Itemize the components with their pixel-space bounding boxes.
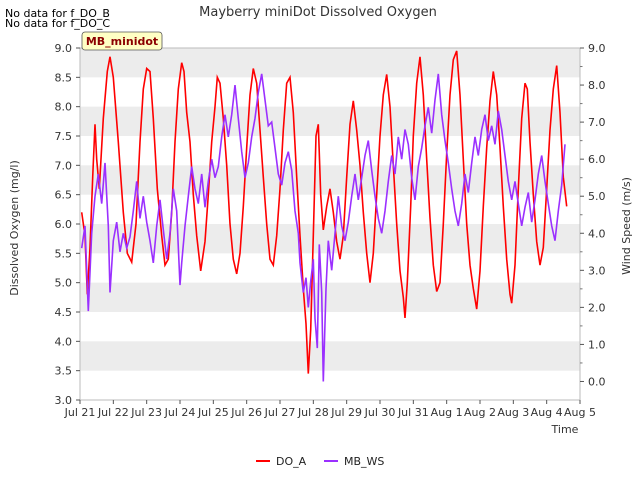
- grid-band: [80, 48, 580, 78]
- x-tick-label: Jul 23: [130, 406, 162, 419]
- left-tick-label: 8.0: [55, 101, 73, 114]
- left-tick-label: 4.0: [55, 335, 73, 348]
- left-tick-label: 6.0: [55, 218, 73, 231]
- right-tick-label: 2.0: [588, 301, 606, 314]
- badge-label: MB_minidot: [86, 35, 158, 48]
- x-tick-label: Jul 27: [264, 406, 296, 419]
- right-tick-label: 9.0: [588, 42, 606, 55]
- x-axis-ticks: Jul 21 Jul 22 Jul 23 Jul 24 Jul 25 Jul 26 Jul …: [64, 400, 596, 419]
- left-tick-label: 5.0: [55, 277, 73, 290]
- x-axis-label: Time: [551, 423, 579, 436]
- right-tick-label: 4.0: [588, 227, 606, 240]
- x-tick-label: Jul 21: [64, 406, 96, 419]
- grid-band: [80, 341, 580, 371]
- left-tick-label: 5.5: [55, 247, 73, 260]
- right-axis-label: Wind Speed (m/s): [620, 177, 633, 275]
- background-bands: [80, 48, 580, 371]
- x-tick-label: Jul 28: [297, 406, 329, 419]
- badge-box: [81, 31, 163, 51]
- x-tick-label: Jul 31: [397, 406, 429, 419]
- x-tick-label: Jul 26: [230, 406, 262, 419]
- right-tick-label: 5.0: [588, 190, 606, 203]
- left-tick-label: 7.5: [55, 130, 73, 143]
- chart-title: Mayberry miniDot Dissolved Oxygen: [199, 5, 437, 20]
- legend: DO_A MB_WS: [256, 455, 384, 468]
- x-tick-label: Jul 29: [330, 406, 362, 419]
- left-tick-label: 8.5: [55, 71, 73, 84]
- legend-label-do-a: DO_A: [276, 455, 307, 468]
- badge: MB_minidot: [81, 31, 163, 51]
- right-tick-label: 7.0: [588, 116, 606, 129]
- right-tick-label: 3.0: [588, 264, 606, 277]
- left-tick-label: 4.5: [55, 306, 73, 319]
- no-data-note-1: No data for f_DO_B: [5, 7, 110, 20]
- series-line-do-a: [80, 50, 568, 374]
- grid-band: [80, 106, 580, 136]
- legend-label-mb-ws: MB_WS: [344, 455, 384, 468]
- right-tick-label: 8.0: [588, 79, 606, 92]
- left-axis-label: Dissolved Oxygen (mg/l): [8, 160, 21, 295]
- right-tick-label: 1.0: [588, 338, 606, 351]
- left-tick-label: 6.5: [55, 189, 73, 202]
- grid-band: [80, 282, 580, 312]
- right-tick-label: 6.0: [588, 153, 606, 166]
- left-tick-label: 3.0: [55, 394, 73, 407]
- series-line-mb-ws: [80, 73, 566, 382]
- right-axis-ticks: 0.0 1.0 2.0 3.0 4.0 5.0 6.0 7.0 8.0 9.0: [580, 42, 606, 388]
- x-tick-label: Jul 24: [164, 406, 196, 419]
- right-tick-label: 0.0: [588, 375, 606, 388]
- left-tick-label: 7.0: [55, 159, 73, 172]
- no-data-note-2: No data for f_DO_C: [5, 17, 111, 30]
- x-tick-label: Aug 2: [464, 406, 496, 419]
- x-tick-label: Aug 4: [531, 406, 563, 419]
- left-tick-label: 3.5: [55, 365, 73, 378]
- x-tick-label: Aug 3: [497, 406, 529, 419]
- x-tick-label: Aug 1: [431, 406, 463, 419]
- x-tick-label: Jul 22: [97, 406, 129, 419]
- left-tick-label: 9.0: [55, 42, 73, 55]
- x-tick-label: Jul 30: [364, 406, 396, 419]
- x-tick-label: Aug 5: [564, 406, 596, 419]
- x-tick-label: Jul 25: [197, 406, 229, 419]
- left-axis-ticks: 3.0 3.5 4.0 4.5 5.0 5.5 6.0 6.5 7.0 7.5 8.0 8.5 9.0: [55, 42, 80, 407]
